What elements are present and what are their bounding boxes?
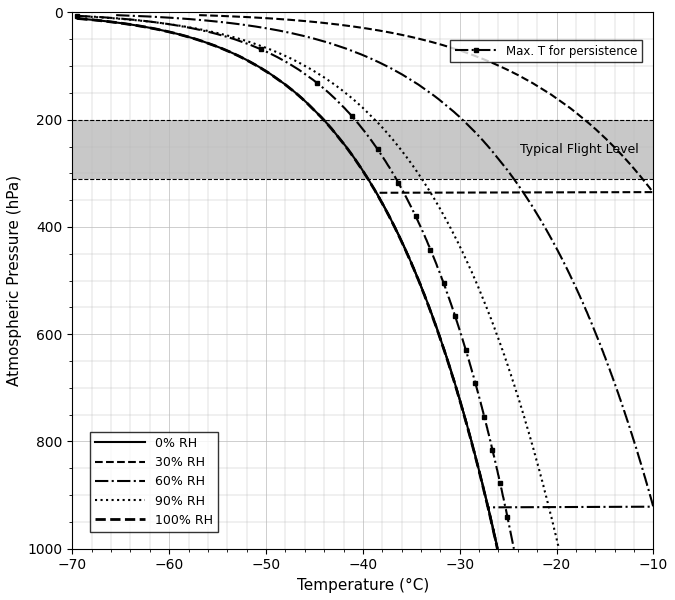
Text: Typical Flight Level: Typical Flight Level [520, 143, 639, 156]
X-axis label: Temperature (°C): Temperature (°C) [297, 578, 429, 593]
Bar [72, 120, 653, 179]
Legend: 0% RH, 30% RH, 60% RH, 90% RH, 100% RH: 0% RH, 30% RH, 60% RH, 90% RH, 100% RH [90, 432, 218, 532]
Y-axis label: Atmospheric Pressure (hPa): Atmospheric Pressure (hPa) [7, 175, 22, 386]
